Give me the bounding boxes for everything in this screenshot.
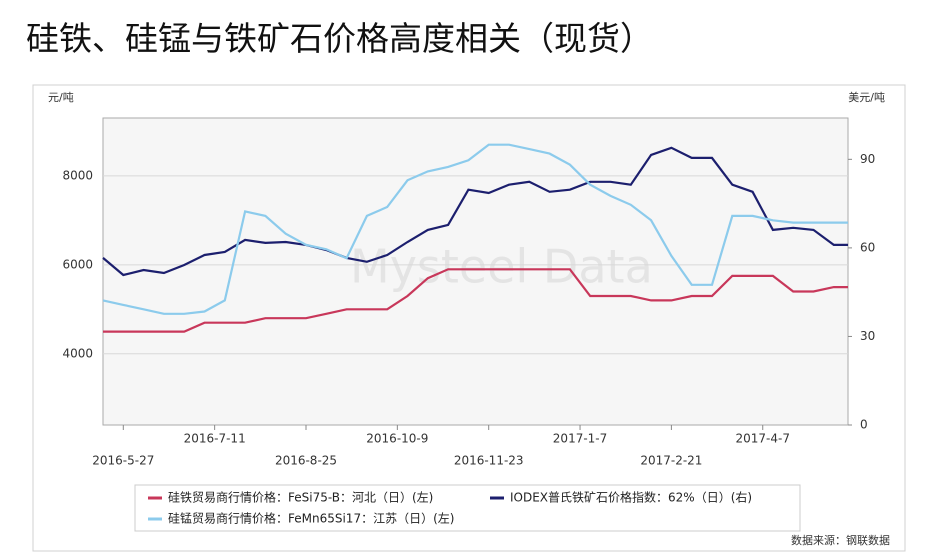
y2-tick-label: 0 — [860, 418, 868, 432]
source-note: 数据来源：钢联数据 — [791, 533, 890, 547]
series-line — [102, 146, 848, 277]
y-tick-label: 4000 — [62, 346, 93, 360]
legend-label: 硅铁贸易商行情价格：FeSi75-B：河北（日）(左) — [168, 490, 433, 505]
series-line — [103, 268, 848, 333]
x-tick-label: 2017-1-7 — [553, 432, 607, 446]
x-tick-label: 2016-11-23 — [454, 454, 524, 468]
legend-box — [134, 484, 801, 532]
x-tick-label: 2016-5-27 — [92, 454, 154, 468]
legend-label: 硅锰贸易商行情价格：FeMn65Si17：江苏（日）(左) — [168, 511, 454, 526]
y2-tick-label: 90 — [860, 152, 875, 166]
x-tick-label: 2016-7-11 — [184, 432, 246, 446]
plot-area — [102, 117, 849, 426]
y-axis-unit: 元/吨 — [48, 91, 74, 104]
y-tick-label: 6000 — [62, 257, 93, 271]
slide-title: 硅铁、硅锰与铁矿石价格高度相关（现货） — [26, 19, 653, 58]
y2-tick-label: 60 — [860, 240, 875, 254]
y-tick-label: 8000 — [62, 168, 93, 182]
y2-tick-label: 30 — [860, 329, 875, 343]
x-tick-label: 2017-2-21 — [640, 454, 702, 468]
watermark: Mysteel Data — [350, 240, 653, 294]
y2-axis-unit: 美元/吨 — [848, 91, 885, 104]
x-tick-label: 2017-4-7 — [736, 432, 790, 446]
legend-label: IODEX普氏铁矿石价格指数：62%（日）(右) — [510, 490, 752, 505]
series-line — [102, 143, 848, 315]
x-tick-label: 2016-10-9 — [366, 432, 428, 446]
chart-frame — [32, 84, 906, 552]
x-tick-label: 2016-8-25 — [275, 454, 337, 468]
